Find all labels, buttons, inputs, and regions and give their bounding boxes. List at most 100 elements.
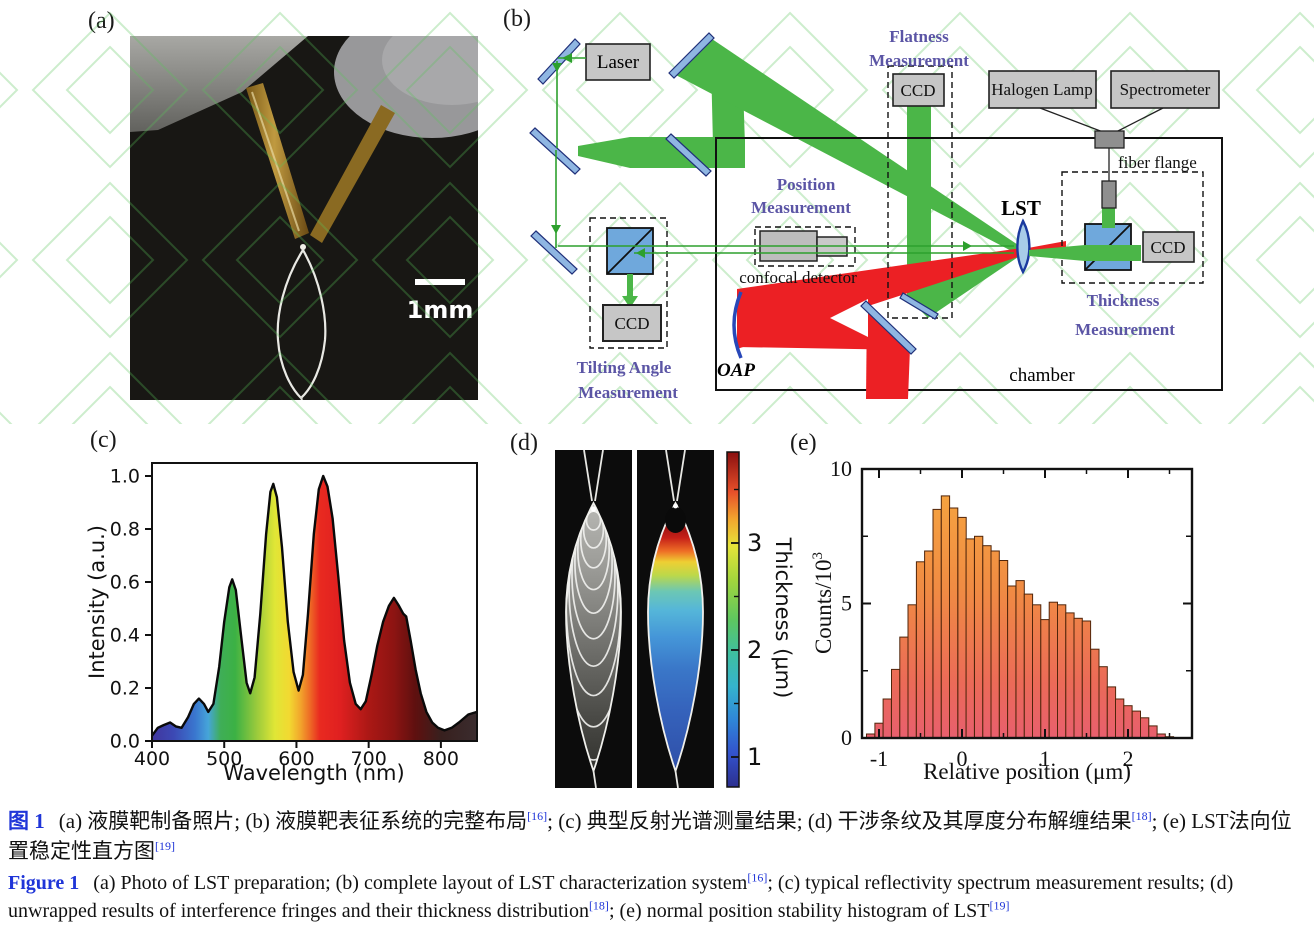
laser-label: Laser [597,52,640,73]
reference-16: [16] [527,809,548,823]
reference-18: [18] [1131,809,1152,823]
connectors [1039,107,1164,181]
panel-e-histogram: -1 0 1 2 0 5 10 Relative position (μm) Counts/… [810,456,1194,784]
caption-en-text-2: ; (c) typical reflectivity spectrum meas… [8,871,1234,922]
figure-caption: 图 1 (a) 液膜靶制备照片; (b) 液膜靶表征系统的完整布局[16]; (c… [8,806,1308,925]
position-dashed-box [754,226,856,267]
caption-zh-number: 图 1 [8,809,45,833]
tilting-label-2: Measurement [578,383,678,402]
colorbar [726,451,740,788]
chamber-label: chamber [1009,365,1075,386]
halogen-fiber-line [1039,107,1104,133]
y-tick-label: 0.0 [110,731,140,753]
green-beam-fiber-down [1102,206,1115,228]
right-nozzle-lines [665,449,686,789]
thickness-label-1: Thickness [1087,291,1160,310]
histogram-bar [965,538,975,739]
reference-18-en: [18] [588,898,609,913]
spectrum-axes-box [151,462,478,742]
halogen-lamp-label: Halogen Lamp [991,80,1093,99]
histogram-bar [1048,601,1058,739]
colorbar-tick-label: 2 [747,636,762,664]
histogram-ylabel-base: Counts/10 [811,559,836,654]
flatness-label-1: Flatness [889,27,949,46]
tilting-ccd-box [602,304,662,342]
spectrometer-box [1110,70,1220,109]
mirror-left-mid [529,127,581,175]
reference-19-en: [19] [989,898,1010,913]
caption-english: Figure 1 (a) Photo of LST preparation; (b… [8,869,1308,925]
y-tick-label: 0.4 [110,625,140,647]
spectrum-curve [151,474,478,737]
red-beam-entry-band [866,303,910,399]
arrow-down-1 [552,63,562,72]
y-tick-label: 0.2 [110,678,140,700]
lst-label: LST [1001,196,1041,220]
position-label-1: Position [777,175,836,194]
thickness-ccd-box [1142,231,1195,263]
fiber-coupler-box [1094,130,1125,149]
caption-en-number: Figure 1 [8,871,80,894]
histogram-bar [1148,725,1158,739]
panel-label-e: (e) [790,430,817,456]
histogram-bar [1081,620,1092,739]
caption-zh-text-1: (a) 液膜靶制备照片; (b) 液膜靶表征系统的完整布局 [58,809,528,833]
histogram-bar [949,507,959,739]
caption-zh-text-2: ; (c) 典型反射光谱测量结果; (d) 干涉条纹及其厚度分布解缠结果 [547,809,1132,833]
x-tick-label: 700 [351,748,387,770]
histogram-bar [1023,593,1034,739]
y-tick-label: 0.6 [110,572,140,594]
fiber-tip-box [1101,180,1117,209]
histogram-bar [891,668,901,739]
y-tick-label: 1.0 [110,466,140,488]
spectrometer-fiber-line [1115,107,1164,133]
x-tick-label: 2 [1123,746,1134,771]
panel-c-spectrum: 400 500 600 700 800 0.0 0.2 0.4 0.6 0.8 1.0 Wavele… [85,462,478,785]
thickness-ccd-label: CCD [1151,238,1186,257]
x-tick-label: 0 [957,746,968,771]
arrow-right-lst [963,241,972,251]
chamber-box [715,137,1223,391]
histogram-bar [1073,617,1083,739]
diagram-labels: Flatness Measurement Position Measuremen… [577,27,1197,402]
thickness-label-2: Measurement [1075,320,1175,339]
arrow-left-laser [562,53,572,63]
histogram-bar [957,516,967,739]
x-tick-label: 400 [134,748,170,770]
mirror-top-middle [668,32,715,79]
caption-en-text-1: (a) Photo of LST preparation; (b) comple… [93,871,748,894]
histogram-bar [1065,612,1075,739]
fiber-flange-label: fiber flange [1118,153,1197,172]
histogram-bar [924,550,934,739]
mirrors [529,32,939,355]
histogram-bar [882,698,892,739]
spectrum-xlabel: Wavelength (nm) [223,761,404,785]
histogram-bar [1098,666,1108,739]
panel-b-diagram: Laser CCD Halogen Lamp Spectrometer CCD … [529,27,1223,402]
mirror-top-left [537,38,581,85]
flatness-dashed-box [887,65,953,319]
panel-label-d: (d) [510,430,538,456]
histogram-bar [932,508,942,739]
lst-lens [1016,218,1031,275]
histogram-ylabel: Counts/103 [810,552,836,654]
thickness-top-dot [673,503,678,509]
mirror-middle [665,133,712,177]
x-tick-label: 500 [206,748,242,770]
colorbar-tick-label: 1 [747,743,762,771]
histogram-bar [940,495,951,739]
dashed-boxes [589,65,1204,349]
y-tick-label: 10 [830,456,852,481]
colorbar-tick-label: 3 [747,529,762,557]
histogram-ticks: -1 0 1 2 0 5 10 [830,456,1192,771]
oap-label: OAP [717,360,755,381]
x-tick-label: 600 [278,748,314,770]
reference-16-en: [16] [747,870,768,885]
spectrum-plot-area [151,474,478,741]
figure-canvas: (a) 1mm (b) [0,0,1314,789]
histogram-ylabel-exponent: 3 [810,552,826,560]
histogram-bar [998,560,1009,739]
histogram-bar [1007,585,1017,739]
reference-19: [19] [155,839,175,854]
y-tick-label: 0.8 [110,519,140,541]
